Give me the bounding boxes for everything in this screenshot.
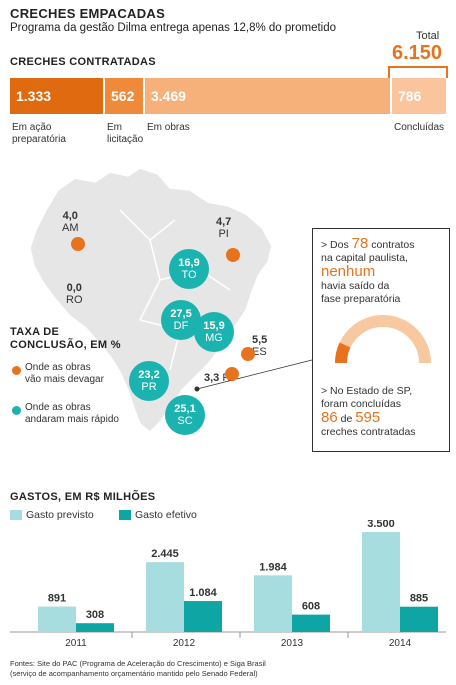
state-dot-pi (226, 248, 240, 262)
brazil-map (29, 167, 313, 434)
panel-paragraph-1: > Dos 78 contratos na capital paulista, … (321, 235, 415, 305)
brazil-outline (29, 167, 273, 434)
bar-label-previsto-2012: 2.445 (151, 548, 179, 560)
page-title: CRECHES EMPACADAS (10, 6, 166, 21)
state-bubble-sc: 25,1 SC (165, 395, 205, 435)
bar-label-efetivo-2012: 1.084 (189, 587, 217, 599)
legend-efetivo-label: Gasto efetivo (135, 509, 197, 521)
sp-dot (194, 386, 200, 392)
bar-label-previsto-2011: 891 (48, 593, 66, 605)
state-dot-es (241, 347, 255, 361)
bar-label-efetivo-2014: 885 (410, 593, 428, 605)
segment-caption-0: Em ação preparatória (12, 122, 66, 145)
bar-label-previsto-2013: 1.984 (259, 561, 287, 573)
state-bubble-mg: 15,9 MG (194, 312, 234, 352)
total-label: Total (416, 30, 440, 42)
bar-efetivo-2012 (184, 601, 222, 632)
state-dot-am (71, 237, 85, 251)
x-tick-label-2011: 2011 (65, 638, 87, 649)
state-label-es: 5,5 ES (252, 334, 268, 358)
legend-slow-text: Onde as obras vão mais devagar (25, 362, 104, 385)
segment-caption-2: Em obras (147, 122, 190, 133)
x-tick-label-2013: 2013 (281, 638, 304, 649)
bar-previsto-2011 (38, 606, 76, 632)
segment-1: 562 (105, 78, 145, 114)
state-bubble-df: 27,5 DF (161, 300, 201, 340)
bar-label-previsto-2014: 3.500 (367, 520, 395, 530)
contracted-title: CRECHES CONTRATADAS (10, 56, 156, 68)
segment-2: 3.469 (145, 78, 392, 114)
state-bubble-to: 16,9 TO (169, 249, 209, 289)
state-dot-rj (225, 367, 239, 381)
page-subtitle: Programa da gestão Dilma entrega apenas … (10, 22, 337, 34)
half-gauge (335, 315, 431, 364)
bar-efetivo-2014 (400, 606, 438, 632)
legend-slow-dot (12, 366, 21, 375)
legend-efetivo-swatch (119, 510, 131, 520)
map-title-line2: CONCLUSÃO, EM % (10, 339, 121, 351)
bar-previsto-2014 (362, 532, 400, 632)
segment-3: 786 (392, 78, 448, 114)
segment-caption-1: Em licitação (107, 122, 144, 145)
bar-previsto-2013 (254, 575, 292, 632)
state-label-pi: 4,7 PI (216, 216, 232, 240)
panel-paragraph-2: > No Estado de SP, foram concluídas 86 d… (321, 385, 416, 438)
map-title-line1: TAXA DE (10, 326, 60, 338)
bar-efetivo-2011 (76, 623, 114, 632)
segment-caption-3: Concluídas (394, 122, 445, 133)
state-bubble-pr: 23,2 PR (129, 361, 169, 401)
segment-0: 1.333 (10, 78, 105, 114)
spending-bar-chart: 891 308 2011 2.445 1.084 2012 1.984 608 2013 3.50… (10, 520, 446, 649)
chart-title: GASTOS, EM R$ MILHÕES (10, 491, 156, 503)
x-tick-label-2012: 2012 (173, 638, 196, 649)
footer-sources: Fontes: Site do PAC (Programa de Acelera… (10, 659, 266, 678)
bar-previsto-2012 (146, 562, 184, 632)
bar-efetivo-2013 (292, 614, 330, 632)
contracted-stacked-bar: 1.333 562 3.469 786 (10, 78, 448, 114)
total-value: 6.150 (392, 42, 443, 64)
map-pointer-line (196, 359, 313, 390)
x-tick-label-2014: 2014 (389, 638, 412, 649)
state-lines (119, 209, 231, 371)
sp-info-panel: > Dos 78 contratos na capital paulista, … (312, 228, 450, 452)
legend-previsto-swatch (10, 510, 22, 520)
legend-previsto-label: Gasto previsto (26, 509, 94, 521)
bar-label-efetivo-2011: 308 (86, 609, 104, 621)
total-bracket (388, 66, 448, 78)
legend-fast-dot (12, 406, 21, 415)
legend-fast-text: Onde as obras andaram mais rápido (25, 402, 119, 425)
state-label-ro: 0,0 RO (66, 282, 83, 306)
state-label-am: 4,0 AM (62, 210, 79, 234)
bar-label-efetivo-2013: 608 (302, 601, 320, 613)
